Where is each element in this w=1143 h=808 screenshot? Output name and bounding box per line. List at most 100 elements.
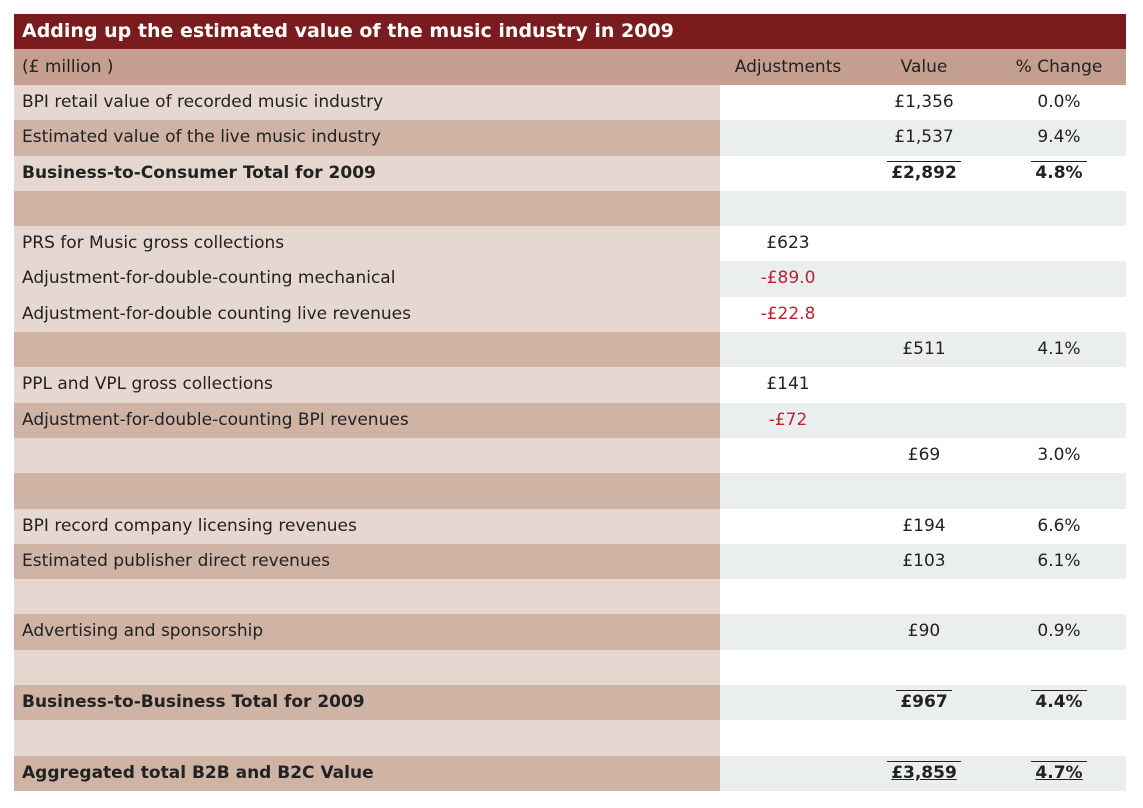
- row-label: [14, 579, 720, 615]
- row-change: 4.8%: [1031, 160, 1087, 184]
- row-change: 6.1%: [992, 543, 1126, 580]
- table-row: BPI retail value of recorded music indus…: [14, 85, 1126, 121]
- row-adjustment: [720, 614, 856, 650]
- row-change: [992, 190, 1126, 227]
- row-adjustment: [720, 720, 856, 756]
- table-row-b2b-total: Business-to-Business Total for 2009 £967…: [14, 685, 1126, 721]
- row-adjustment: [720, 155, 856, 191]
- row-label: Adjustment-for-double counting live reve…: [14, 296, 720, 333]
- header-value: Value: [900, 57, 948, 77]
- table-row: BPI record company licensing revenues £1…: [14, 508, 1126, 544]
- table-row: Adjustment-for-double-counting mechanica…: [14, 261, 1126, 297]
- row-label: PPL and VPL gross collections: [14, 367, 720, 403]
- table-row-subtotal: £511 4.1%: [14, 332, 1126, 368]
- table-row: Adjustment-for-double-counting BPI reven…: [14, 402, 1126, 438]
- row-value: [856, 720, 992, 756]
- row-value: £1,537: [856, 120, 992, 156]
- table-row-aggregated-total: Aggregated total B2B and B2C Value £3,85…: [14, 755, 1126, 791]
- row-label: [14, 190, 720, 227]
- row-value: £2,892: [887, 160, 961, 184]
- table-row: Estimated value of the live music indust…: [14, 120, 1126, 156]
- row-value: [856, 261, 992, 297]
- table-row: PPL and VPL gross collections £141: [14, 367, 1126, 403]
- row-adjustment: [720, 437, 856, 474]
- row-value: £511: [856, 332, 992, 368]
- table-row: Advertising and sponsorship £90 0.9%: [14, 614, 1126, 650]
- row-label: Estimated value of the live music indust…: [14, 120, 720, 156]
- row-change: 4.1%: [992, 332, 1126, 368]
- row-label: [14, 720, 720, 756]
- row-change: [992, 226, 1126, 262]
- row-adjustment: [720, 332, 856, 368]
- row-value: £1,356: [856, 85, 992, 121]
- row-change: 6.6%: [992, 508, 1126, 544]
- header-unit: (£ million ): [22, 57, 114, 77]
- row-label: Advertising and sponsorship: [14, 614, 720, 650]
- row-change: [992, 402, 1126, 438]
- row-label: BPI retail value of recorded music indus…: [14, 85, 720, 121]
- row-change: [992, 720, 1126, 756]
- table-row: Estimated publisher direct revenues £103…: [14, 543, 1126, 580]
- row-value: [856, 367, 992, 403]
- table-row-spacer: [14, 720, 1126, 756]
- row-adjustment: £623: [720, 226, 856, 262]
- row-change: [992, 261, 1126, 297]
- row-value: [856, 402, 992, 438]
- row-label: [14, 649, 720, 686]
- row-adjustment: [720, 543, 856, 580]
- table-row-subtotal: £69 3.0%: [14, 437, 1126, 474]
- row-change: 4.7%: [1031, 760, 1087, 784]
- row-label: Estimated publisher direct revenues: [14, 543, 720, 580]
- row-value: £967: [896, 690, 952, 713]
- row-value: [856, 649, 992, 686]
- row-value: £194: [856, 508, 992, 544]
- row-value: £69: [856, 437, 992, 474]
- row-change: [992, 579, 1126, 615]
- row-adjustment: [720, 190, 856, 227]
- row-adjustment: [720, 649, 856, 686]
- row-change: [992, 649, 1126, 686]
- row-adjustment: -£89.0: [720, 261, 856, 297]
- row-adjustment: [720, 473, 856, 509]
- table-header-row: (£ million ) Adjustments Value % Change: [14, 49, 1126, 85]
- row-adjustment: [720, 508, 856, 544]
- row-label: PRS for Music gross collections: [14, 226, 720, 262]
- row-change: 9.4%: [992, 120, 1126, 156]
- row-change: [992, 473, 1126, 509]
- table-row-spacer: [14, 473, 1126, 509]
- row-label: [14, 437, 720, 474]
- row-value: £3,859: [887, 760, 961, 784]
- row-change: 0.9%: [992, 614, 1126, 650]
- row-label: Adjustment-for-double-counting BPI reven…: [14, 402, 720, 438]
- row-adjustment: [720, 579, 856, 615]
- table-row-spacer: [14, 649, 1126, 686]
- music-industry-value-table: Adding up the estimated value of the mus…: [14, 14, 1126, 791]
- row-label: [14, 332, 720, 368]
- table-row: Adjustment-for-double counting live reve…: [14, 296, 1126, 333]
- header-adjustments: Adjustments: [734, 57, 842, 77]
- row-value: £90: [856, 614, 992, 650]
- row-label: Business-to-Business Total for 2009: [14, 685, 720, 721]
- row-label: Aggregated total B2B and B2C Value: [14, 755, 720, 791]
- row-adjustment: [720, 685, 856, 721]
- row-adjustment: [720, 120, 856, 156]
- row-change: [992, 296, 1126, 333]
- row-adjustment: [720, 755, 856, 791]
- row-value: [856, 296, 992, 333]
- table-row: PRS for Music gross collections £623: [14, 226, 1126, 262]
- row-change: [992, 367, 1126, 403]
- table-row-spacer: [14, 579, 1126, 615]
- row-value: [856, 226, 992, 262]
- row-label: Business-to-Consumer Total for 2009: [14, 155, 720, 191]
- row-change: 0.0%: [992, 85, 1126, 121]
- row-change: 4.4%: [1031, 690, 1087, 713]
- row-adjustment: -£72: [720, 402, 856, 438]
- row-change: 3.0%: [992, 437, 1126, 474]
- table-title: Adding up the estimated value of the mus…: [14, 14, 1126, 49]
- row-value: [856, 473, 992, 509]
- row-adjustment: £141: [720, 367, 856, 403]
- row-value: [856, 190, 992, 227]
- row-adjustment: [720, 85, 856, 121]
- table-row-spacer: [14, 190, 1126, 227]
- row-label: Adjustment-for-double-counting mechanica…: [14, 261, 720, 297]
